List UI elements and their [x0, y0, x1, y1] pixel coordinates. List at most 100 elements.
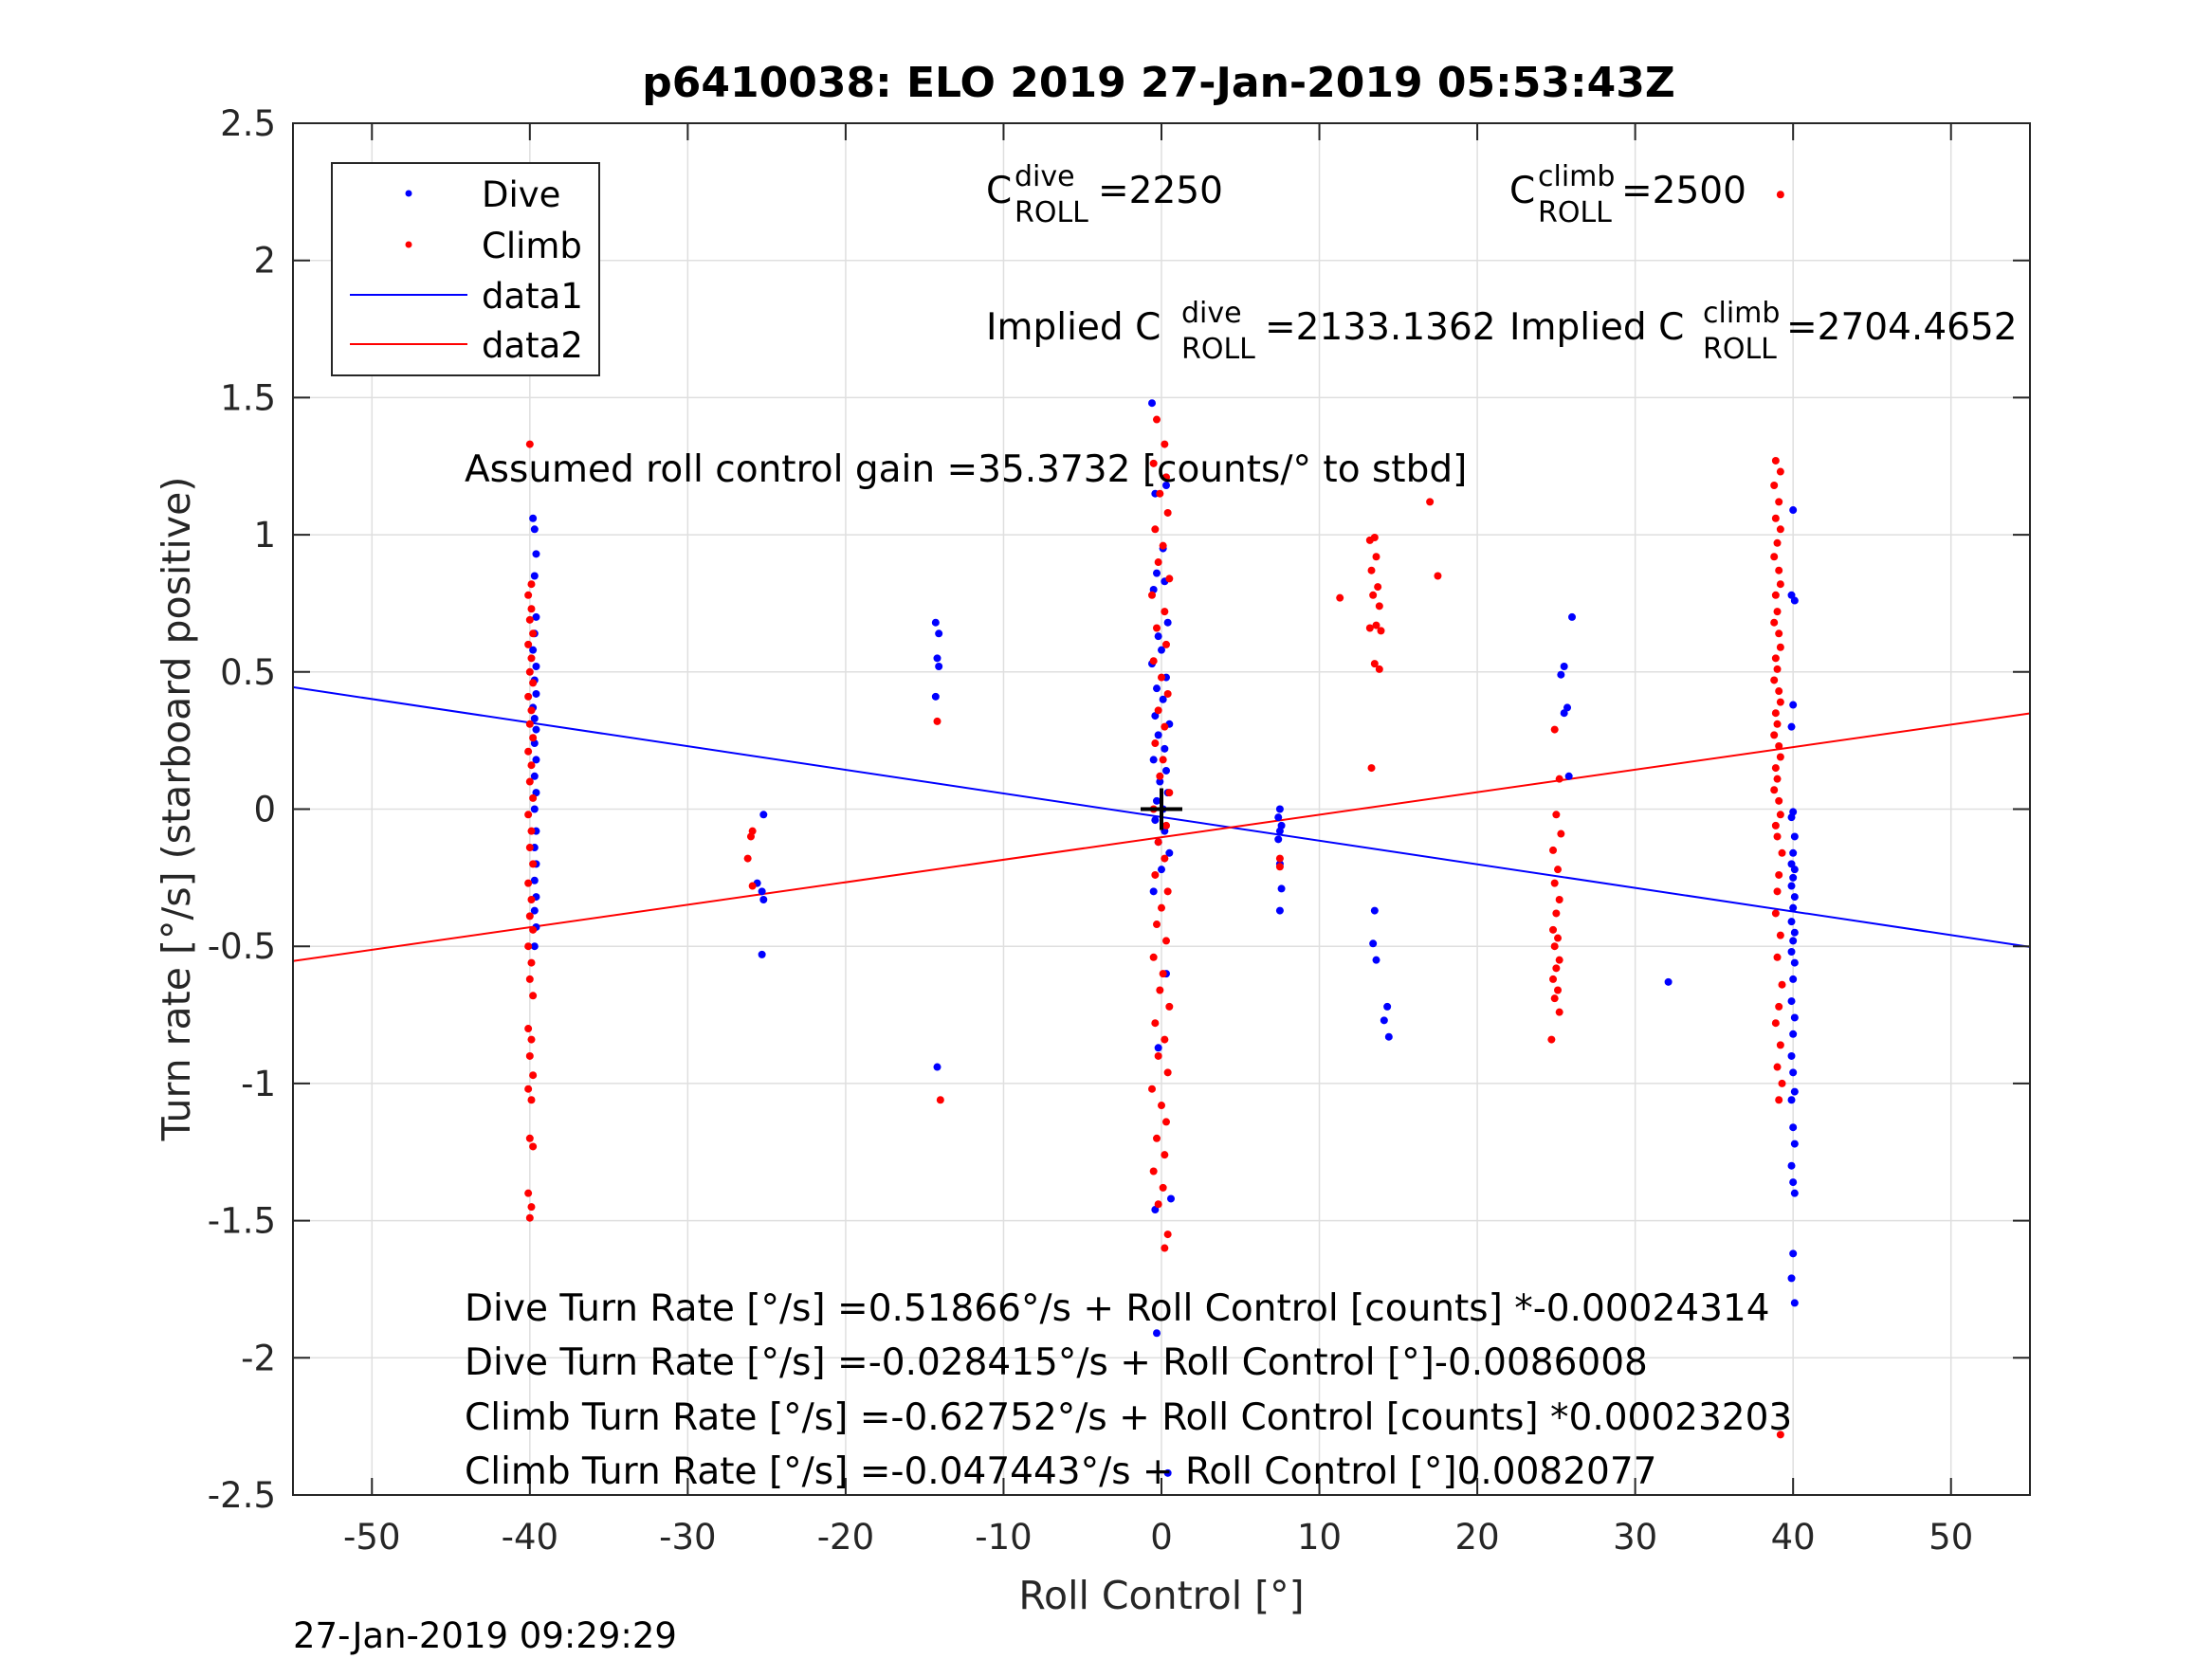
dive-point [1787, 722, 1796, 731]
dive-point [529, 646, 538, 654]
climb-point [527, 580, 536, 589]
climb-point [525, 1051, 534, 1060]
dive-point [935, 629, 943, 638]
dive-point [1787, 882, 1796, 890]
climb-point [1161, 854, 1169, 863]
y-tick-label: 2 [253, 241, 276, 282]
dive-point [1564, 772, 1573, 780]
climb-point [525, 1213, 534, 1222]
climb-point [1163, 887, 1172, 896]
dive-point [1789, 701, 1798, 709]
dive-point [1787, 947, 1796, 956]
climb-point [1773, 720, 1782, 728]
dive-point [1151, 712, 1160, 720]
legend-data1-label: data1 [482, 276, 583, 317]
dive-point [1275, 906, 1284, 915]
climb-point [1549, 975, 1558, 983]
climb-point [1771, 909, 1780, 918]
data2-fit-line [292, 712, 2031, 962]
climb-point [1771, 514, 1780, 522]
climb-point [527, 605, 536, 613]
dive-point [1161, 766, 1170, 775]
climb-point [1161, 440, 1169, 448]
climb-point [1554, 866, 1563, 874]
dive-point [1787, 1096, 1796, 1104]
climb-point [1161, 821, 1170, 830]
y-tick-label: -1.5 [208, 1201, 276, 1242]
chart-title: p6410038: ELO 2019 27-Jan-2019 05:53:43Z [642, 59, 1674, 107]
climb-point [529, 734, 538, 742]
dive-point [1158, 646, 1165, 654]
climb-point [1775, 629, 1783, 638]
climb-point [1156, 986, 1164, 994]
climb-point [1775, 498, 1783, 506]
dive-point [1153, 796, 1161, 805]
dive-point [1790, 1189, 1799, 1197]
climb-point [1770, 786, 1779, 794]
dive-point [1380, 1016, 1388, 1025]
y-tick-label: -2 [241, 1338, 276, 1378]
climb-point [1163, 1068, 1172, 1077]
y-tick-label: 0.5 [220, 652, 276, 693]
timestamp: 27-Jan-2019 09:29:29 [293, 1615, 677, 1656]
climb-point [1163, 689, 1172, 698]
climb-point [1375, 665, 1383, 673]
legend-data2-label: data2 [482, 325, 583, 366]
dive-point [1369, 939, 1378, 948]
climb-point [1151, 739, 1160, 748]
climb-point [1370, 533, 1379, 541]
implied-climb-sub: ROLL [1703, 333, 1777, 366]
x-tick-label: -20 [817, 1517, 874, 1558]
climb-point [1773, 1063, 1782, 1071]
dive-point [530, 772, 539, 780]
dive-point [1154, 632, 1162, 641]
dive-point [1790, 1139, 1799, 1148]
dive-point [1275, 827, 1284, 835]
climb-point [1159, 756, 1167, 764]
climb-point [936, 1096, 944, 1104]
climb-point [1770, 731, 1779, 739]
climb-point [1426, 498, 1435, 506]
climb-point [1161, 937, 1170, 945]
dive-point [1274, 835, 1283, 844]
climb-point [1369, 591, 1378, 599]
x-tick-label: 10 [1297, 1517, 1342, 1558]
climb-point [1773, 832, 1782, 841]
climb-point [1555, 956, 1563, 964]
climb-point [1434, 572, 1442, 580]
climb-point [527, 654, 536, 663]
climb-point [527, 827, 536, 835]
dive-point [532, 756, 540, 764]
legend-climb-marker [405, 241, 412, 248]
climb-point [1771, 709, 1780, 718]
dive-point [1787, 1051, 1796, 1060]
eq-dive-deg: Dive Turn Rate [°/s] =-0.028415°/s + Rol… [465, 1341, 1648, 1384]
climb-point [1773, 665, 1782, 673]
climb-point [1776, 931, 1784, 939]
dive-point [530, 572, 539, 580]
climb-point [1161, 1244, 1169, 1252]
climb-point [1158, 673, 1165, 682]
legend-box [331, 162, 600, 376]
climb-point [1776, 1431, 1784, 1439]
climb-point [1149, 953, 1158, 961]
dive-point [529, 514, 538, 522]
c-climb-value: =2500 [1621, 170, 1746, 212]
climb-point [1771, 591, 1780, 599]
climb-point [524, 591, 533, 599]
climb-point [527, 1035, 536, 1044]
dive-point [933, 1063, 941, 1071]
climb-point [527, 1203, 536, 1212]
dive-point [1370, 906, 1379, 915]
dive-point [931, 692, 940, 701]
dive-point [1161, 744, 1169, 753]
climb-point [1770, 676, 1779, 684]
climb-point [525, 1134, 534, 1142]
climb-point [1154, 558, 1162, 567]
legend: Dive Climb data1 data2 [331, 162, 600, 376]
x-tick-label: -40 [502, 1517, 558, 1558]
dive-point [1790, 866, 1799, 874]
dive-points [529, 399, 1799, 1477]
climb-point [1771, 821, 1780, 830]
